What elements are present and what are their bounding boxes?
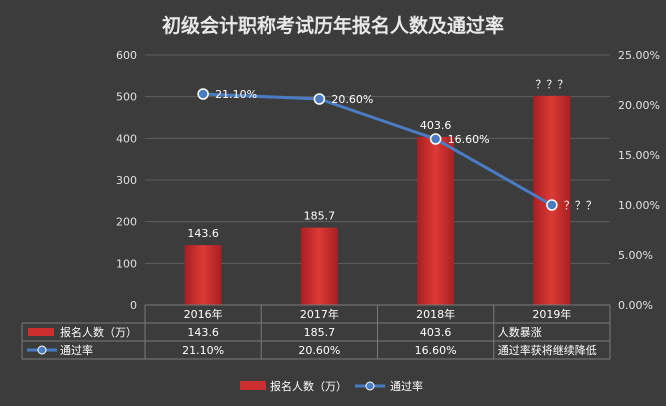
- bar: [417, 136, 455, 305]
- bar-data-label: 403.6: [420, 119, 452, 132]
- y-left-tick-label: 300: [116, 174, 137, 187]
- line-data-label: ？？？: [564, 199, 597, 212]
- y-left-tick-label: 400: [116, 132, 137, 145]
- line-data-label: 20.60%: [331, 93, 373, 106]
- y-left-tick-label: 100: [116, 257, 137, 270]
- rate-marker: [546, 199, 558, 211]
- x-category-label: 2018年: [416, 307, 455, 321]
- legend-swatch-bar: [240, 381, 266, 390]
- rate-marker: [197, 88, 209, 100]
- y-left-tick-label: 200: [116, 216, 137, 229]
- x-category-label: 2019年: [532, 307, 571, 321]
- bar: [300, 227, 338, 305]
- table-row-label: 报名人数（万）: [60, 325, 137, 339]
- y-left-tick-label: 0: [130, 299, 137, 312]
- table-cell: 143.6: [187, 326, 219, 339]
- table-note: 人数暴涨: [498, 326, 542, 339]
- rate-marker: [429, 133, 442, 145]
- table-legend-swatch-bar: [28, 328, 54, 336]
- y-left-tick-label: 600: [116, 49, 137, 62]
- legend-label: 报名人数（万）: [270, 379, 347, 393]
- x-category-label: 2017年: [300, 307, 339, 321]
- line-data-label: 16.60%: [448, 133, 490, 146]
- y-right-tick-label: 25.00%: [618, 49, 660, 62]
- rate-line: [203, 92, 553, 207]
- bar: [184, 245, 222, 305]
- legend-swatch-marker: [365, 381, 375, 391]
- table-cell: 185.7: [304, 326, 336, 339]
- y-right-tick-label: 10.00%: [618, 199, 660, 212]
- rate-marker: [313, 93, 326, 105]
- line-data-label: 21.10%: [215, 88, 257, 101]
- chart-title: 初级会计职称考试历年报名人数及通过率: [162, 14, 504, 37]
- table-legend-swatch-marker: [37, 345, 47, 355]
- y-left-tick-label: 500: [116, 91, 137, 104]
- y-right-tick-label: 5.00%: [618, 249, 653, 262]
- y-right-tick-label: 20.00%: [618, 99, 660, 112]
- bar-data-label: ？？？: [535, 78, 568, 91]
- y-right-tick-label: 15.00%: [618, 149, 660, 162]
- table-cell: 21.10%: [182, 344, 224, 357]
- x-category-label: 2016年: [184, 307, 223, 321]
- bar-data-label: 143.6: [187, 227, 219, 240]
- legend-label: 通过率: [390, 379, 423, 393]
- bar-data-label: 185.7: [304, 210, 336, 223]
- table-row-label: 通过率: [60, 343, 93, 357]
- table-cell: 403.6: [420, 326, 452, 339]
- y-right-tick-label: 0.00%: [618, 299, 653, 312]
- table-cell: 16.60%: [415, 344, 457, 357]
- table-note: 通过率获将继续降低: [498, 343, 597, 357]
- table-cell: 20.60%: [298, 344, 340, 357]
